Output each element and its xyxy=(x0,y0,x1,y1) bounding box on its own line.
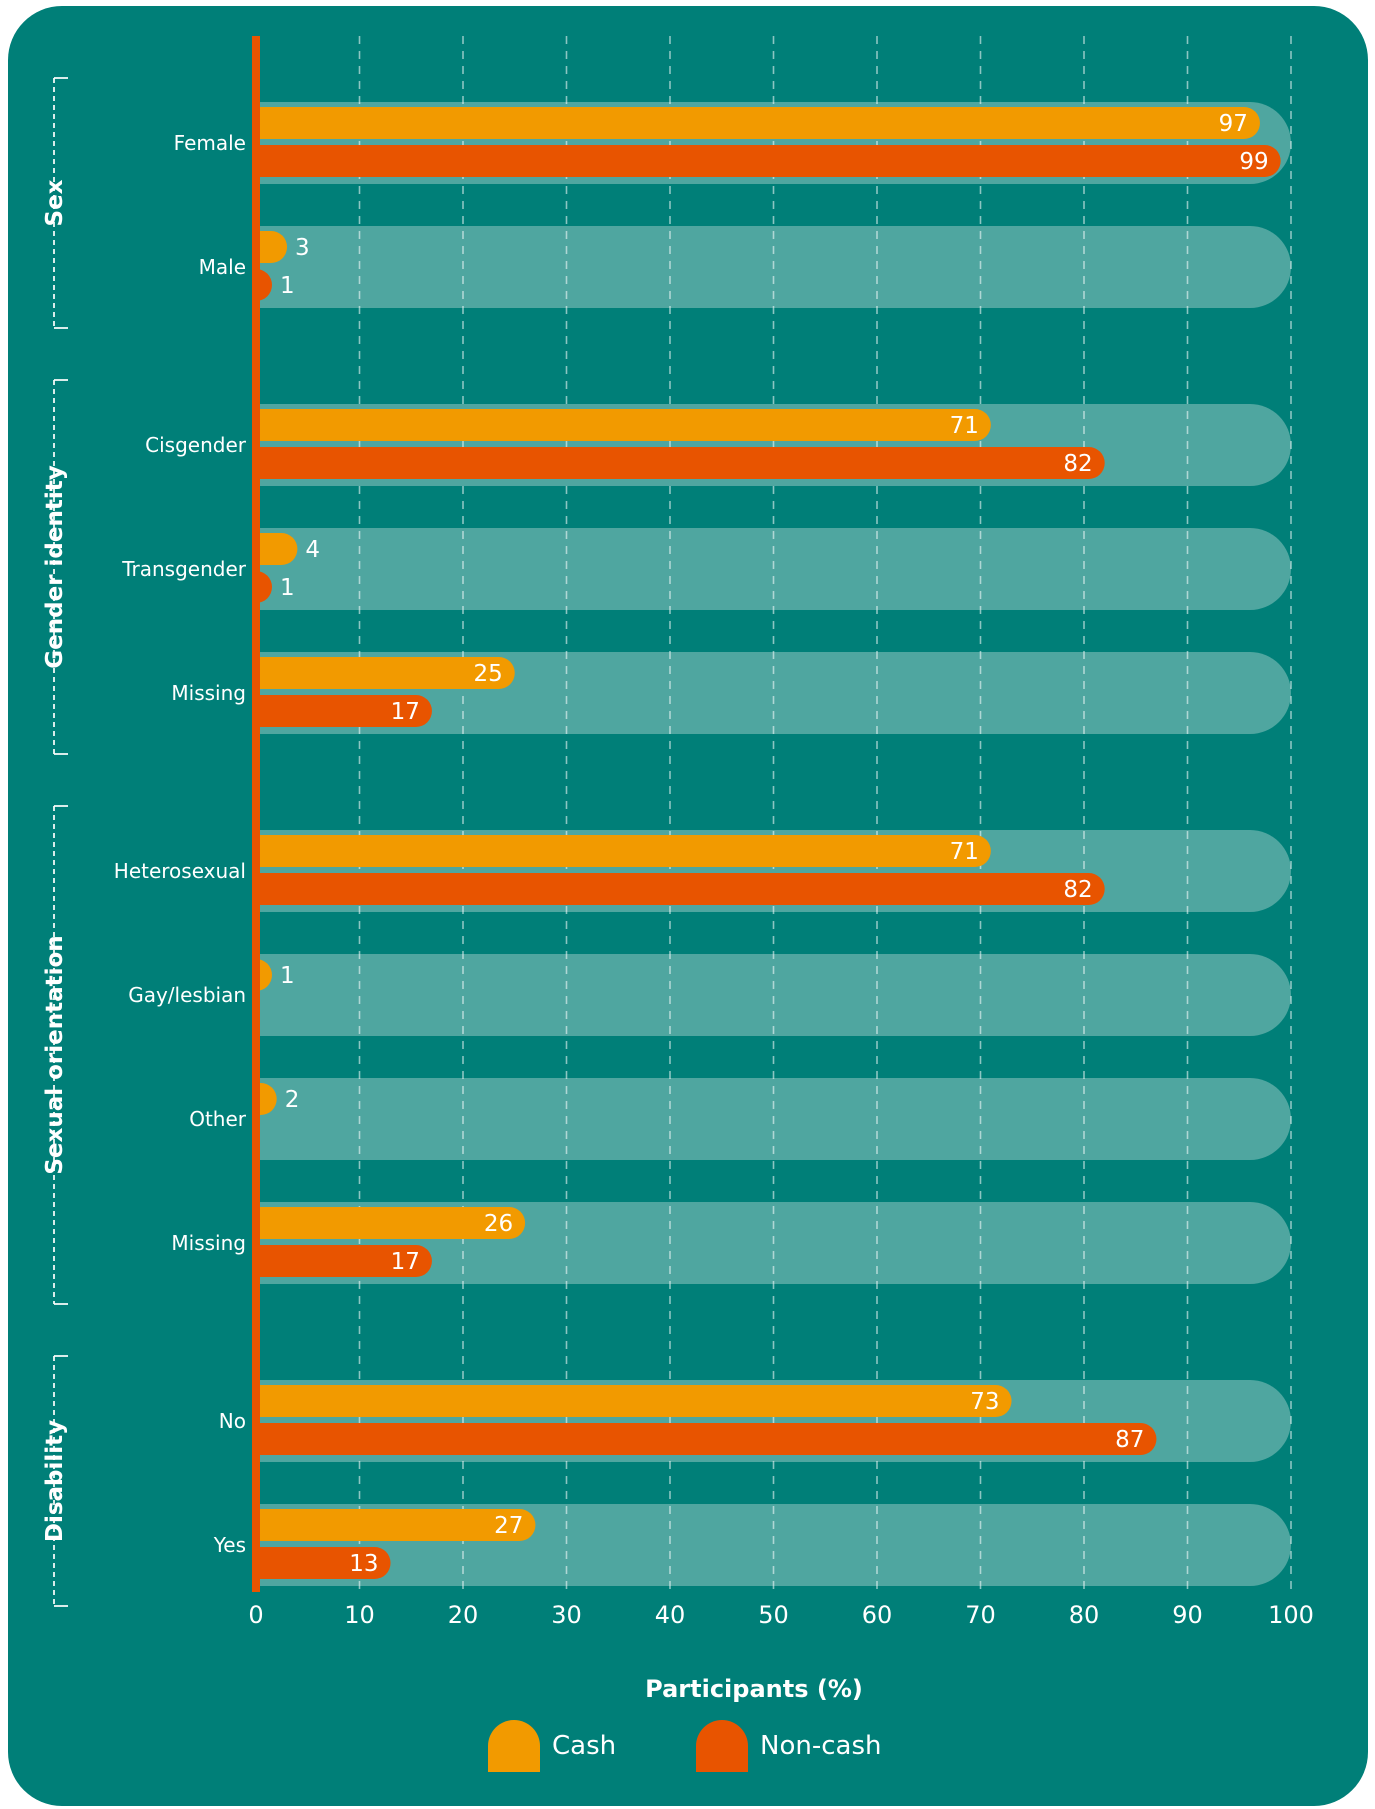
bar-non-cash-heterosexual xyxy=(256,873,1105,905)
bar-cash-female xyxy=(256,107,1260,139)
category-label: Female xyxy=(174,131,246,155)
bar-cash-missing xyxy=(256,657,515,689)
category-label: Yes xyxy=(213,1533,246,1557)
data-label-cash: 25 xyxy=(473,661,502,687)
data-label-cash: 4 xyxy=(305,537,320,563)
data-label-cash: 3 xyxy=(295,235,310,261)
track-transgender xyxy=(254,528,1291,610)
group-label: Disability xyxy=(42,1420,68,1542)
groups-layer: Sex Gender identity Sexual orientation Disa… xyxy=(42,77,68,1607)
category-label: Heterosexual xyxy=(114,859,246,883)
bar-non-cash-female xyxy=(256,145,1281,177)
data-label-cash: 73 xyxy=(970,1389,999,1415)
x-tick-label: 10 xyxy=(344,1601,375,1629)
axis-layer xyxy=(252,36,260,1592)
category-label: No xyxy=(219,1409,246,1433)
y-axis-line xyxy=(252,36,260,1592)
category-label: Missing xyxy=(171,1231,246,1255)
data-label-non-cash: 17 xyxy=(391,699,420,725)
bar-cash-other xyxy=(256,1083,277,1115)
category-label: Transgender xyxy=(121,557,247,581)
category-label: Missing xyxy=(171,681,246,705)
category-label: Male xyxy=(199,255,246,279)
data-label-non-cash: 82 xyxy=(1063,451,1092,477)
data-label-non-cash: 99 xyxy=(1239,149,1268,175)
ticks-layer: 0 10 20 30 40 50 60 70 80 90 100 xyxy=(248,1601,1314,1629)
category-label: Other xyxy=(189,1107,247,1131)
data-label-non-cash: 1 xyxy=(280,575,295,601)
data-label-non-cash: 87 xyxy=(1115,1427,1144,1453)
track-male xyxy=(254,226,1291,308)
data-label-cash: 2 xyxy=(285,1087,300,1113)
x-tick-label: 80 xyxy=(1069,1601,1100,1629)
legend-label-cash: Cash xyxy=(552,1731,616,1761)
group-label: Sex xyxy=(42,179,68,226)
category-label: Cisgender xyxy=(145,433,247,457)
track-other xyxy=(254,1078,1291,1160)
x-tick-label: 70 xyxy=(965,1601,996,1629)
grid-layer xyxy=(358,36,1292,1592)
x-tick-label: 0 xyxy=(248,1601,263,1629)
data-label-cash: 27 xyxy=(494,1513,523,1539)
legend-label-non-cash: Non-cash xyxy=(760,1731,881,1761)
x-tick-label: 40 xyxy=(655,1601,686,1629)
data-label-cash: 1 xyxy=(280,963,295,989)
data-label-cash: 26 xyxy=(484,1211,513,1237)
x-tick-label: 50 xyxy=(758,1601,789,1629)
x-tick-label: 90 xyxy=(1172,1601,1203,1629)
bar-cash-transgender xyxy=(256,533,298,565)
group-label: Sexual orientation xyxy=(42,935,68,1174)
data-label-non-cash: 17 xyxy=(391,1249,420,1275)
bar-cash-cisgender xyxy=(256,409,991,441)
bar-non-cash-cisgender xyxy=(256,447,1105,479)
x-tick-label: 20 xyxy=(448,1601,479,1629)
track-gay-lesbian xyxy=(254,954,1291,1036)
legend: Cash Non-cash xyxy=(488,1720,881,1772)
bar-non-cash-missing xyxy=(256,1245,432,1277)
bar-non-cash-missing xyxy=(256,695,432,727)
bar-cash-yes xyxy=(256,1509,536,1541)
labels-layer: Female9799Male31Cisgender7182Transgender… xyxy=(114,111,1269,1577)
data-label-non-cash: 13 xyxy=(349,1551,378,1577)
x-tick-label: 60 xyxy=(862,1601,893,1629)
data-label-cash: 71 xyxy=(950,839,979,865)
legend-swatch-base-cash xyxy=(488,1746,540,1772)
group-label: Gender identity xyxy=(42,465,68,668)
bar-cash-male xyxy=(256,231,288,263)
x-axis-title: Participants (%) xyxy=(645,1675,863,1703)
data-label-cash: 71 xyxy=(950,413,979,439)
bars-layer xyxy=(256,107,1281,1579)
legend-swatch-base-non-cash xyxy=(696,1746,748,1772)
bar-cash-heterosexual xyxy=(256,835,991,867)
bar-non-cash-yes xyxy=(256,1547,391,1579)
x-tick-label: 30 xyxy=(551,1601,582,1629)
bar-non-cash-no xyxy=(256,1423,1157,1455)
data-label-non-cash: 82 xyxy=(1063,877,1092,903)
data-label-non-cash: 1 xyxy=(280,273,295,299)
bar-cash-no xyxy=(256,1385,1012,1417)
category-label: Gay/lesbian xyxy=(128,983,246,1007)
data-label-cash: 97 xyxy=(1219,111,1248,137)
bar-cash-missing xyxy=(256,1207,526,1239)
x-tick-label: 100 xyxy=(1268,1601,1314,1629)
